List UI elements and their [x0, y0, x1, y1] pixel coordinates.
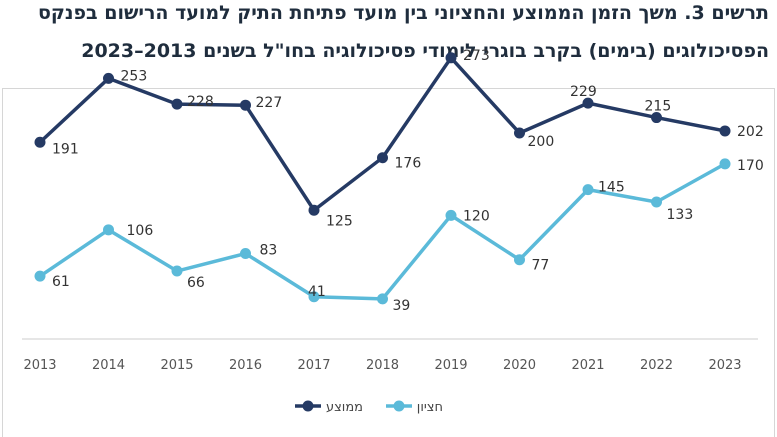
- chart-title: תרשים 3. משך הזמן הממוצע והחציוני בין מו…: [0, 0, 777, 80]
- data-point-1-2023: [719, 158, 731, 170]
- data-point-0-2019: [445, 52, 457, 64]
- data-point-0-2016: [240, 99, 251, 111]
- data-label-1-2015: 66: [187, 275, 205, 291]
- data-label-0-2018: 176: [395, 156, 422, 172]
- data-point-1-2018: [377, 293, 388, 305]
- data-label-1-2021: 145: [598, 180, 625, 196]
- x-tick-label-2015: 2015: [160, 358, 193, 373]
- data-point-1-2016: [240, 248, 251, 260]
- x-tick-label-2018: 2018: [366, 358, 399, 373]
- data-point-0-2014: [103, 72, 114, 84]
- data-point-1-2014: [103, 224, 114, 236]
- data-label-0-2022: 215: [645, 99, 672, 115]
- x-tick-label-2020: 2020: [503, 358, 536, 373]
- x-tick-label-2016: 2016: [229, 358, 262, 373]
- data-point-0-2018: [377, 152, 388, 164]
- data-label-1-2016: 83: [260, 243, 278, 259]
- data-label-0-2016: 227: [256, 95, 283, 111]
- data-point-0-2021: [582, 97, 594, 109]
- x-tick-label-2017: 2017: [297, 358, 330, 373]
- chart-title-line-1: תרשים 3. משך הזמן הממוצע והחציוני בין מו…: [38, 2, 769, 24]
- data-label-0-2014: 253: [121, 68, 148, 84]
- data-point-1-2021: [582, 184, 594, 196]
- data-label-1-2019: 120: [463, 208, 490, 224]
- data-point-0-2023: [719, 125, 731, 137]
- x-tick-label-2014: 2014: [92, 358, 125, 373]
- data-label-1-2013: 61: [52, 274, 70, 290]
- data-point-0-2022: [651, 112, 662, 124]
- data-point-0-2020: [514, 127, 525, 139]
- data-label-0-2017: 125: [326, 213, 353, 229]
- legend-marker-1: [393, 400, 405, 412]
- legend-label-1: חציון: [417, 400, 443, 415]
- data-point-1-2013: [34, 270, 46, 282]
- legend: חציון ממוצע: [295, 400, 443, 415]
- chart-frame: [2, 88, 775, 437]
- data-point-0-2015: [171, 98, 183, 110]
- data-point-1-2019: [445, 209, 457, 221]
- legend-label-0: ממוצע: [326, 400, 363, 415]
- data-label-1-2023: 170: [737, 158, 764, 174]
- chart-title-line-2: הפסיכולוגים (בימים) בקרב בוגרי לימודי פס…: [81, 40, 769, 62]
- data-point-0-2013: [34, 136, 46, 148]
- data-point-1-2017: [308, 291, 320, 303]
- x-tick-label-2023: 2023: [708, 358, 741, 373]
- data-label-1-2020: 77: [532, 258, 550, 274]
- data-label-0-2023: 202: [737, 124, 764, 140]
- x-tick-label-2013: 2013: [23, 358, 56, 373]
- data-label-1-2022: 133: [667, 207, 694, 223]
- data-label-1-2017: 41: [308, 284, 326, 300]
- data-point-1-2015: [171, 265, 183, 277]
- x-tick-label-2021: 2021: [571, 358, 604, 373]
- data-label-0-2020: 200: [528, 134, 555, 150]
- data-label-1-2014: 106: [127, 223, 154, 239]
- legend-marker-0: [302, 400, 314, 412]
- x-tick-label-2022: 2022: [640, 358, 673, 373]
- data-label-0-2015: 228: [187, 94, 214, 110]
- x-tick-label-2019: 2019: [434, 358, 467, 373]
- data-label-0-2021: 229: [570, 84, 597, 100]
- data-label-0-2019: 273: [463, 48, 490, 64]
- data-label-0-2013: 191: [52, 141, 79, 157]
- data-point-1-2022: [651, 196, 662, 208]
- data-point-0-2017: [308, 204, 320, 216]
- data-label-1-2018: 39: [393, 298, 411, 314]
- data-point-1-2020: [514, 254, 525, 266]
